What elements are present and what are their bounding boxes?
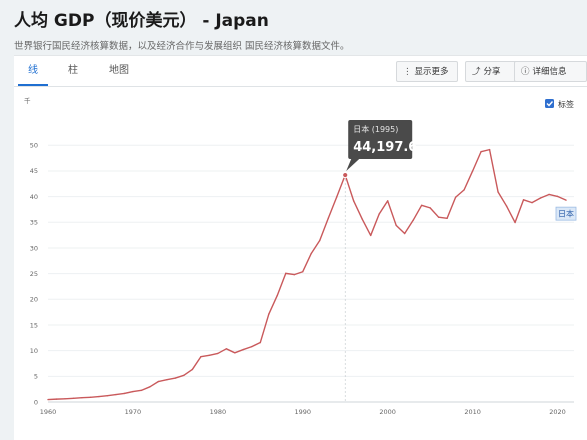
line-segment xyxy=(99,396,107,397)
labels-checkbox-label: 标签 xyxy=(558,99,574,109)
line-segment xyxy=(422,205,430,208)
line-segment xyxy=(413,205,421,220)
line-segment xyxy=(133,390,141,391)
line-segment xyxy=(73,398,81,399)
line-segment xyxy=(116,393,125,394)
line-segment xyxy=(243,347,251,350)
x-tick-label: 1970 xyxy=(125,408,142,416)
line-segment xyxy=(464,171,472,190)
tooltip-pointer xyxy=(346,159,359,171)
line-segment xyxy=(192,357,200,370)
page-subtitle: 世界银行国民经济核算数据，以及经济合作与发展组织 国民经济核算数据文件。 xyxy=(14,38,350,52)
line-segment xyxy=(277,273,285,295)
line-segment xyxy=(107,395,115,396)
line-segment xyxy=(337,175,345,197)
line-segment xyxy=(269,295,277,314)
line-segment xyxy=(507,206,515,222)
line-segment xyxy=(515,200,523,223)
line-segment xyxy=(447,197,456,218)
x-tick-label: 2000 xyxy=(379,408,396,416)
line-segment xyxy=(311,240,319,253)
y-tick-label: 35 xyxy=(30,219,38,227)
y-tick-label: 45 xyxy=(30,167,38,175)
line-segment xyxy=(260,314,268,342)
series-japan xyxy=(48,150,566,400)
line-segment xyxy=(430,208,438,217)
line-segment xyxy=(167,378,175,380)
series-end-label: 日本 xyxy=(556,207,576,220)
line-segment xyxy=(158,380,167,382)
line-segment xyxy=(481,150,489,152)
line-segment xyxy=(201,355,209,356)
line-segment xyxy=(362,219,370,235)
y-tick-label: 30 xyxy=(30,244,38,252)
y-tick-label: 15 xyxy=(30,321,38,329)
tooltip-title: 日本 (1995) xyxy=(353,124,398,134)
line-segment xyxy=(184,369,192,375)
line-segment xyxy=(124,392,132,394)
x-tick-label: 2020 xyxy=(549,408,566,416)
line-segment xyxy=(141,387,149,391)
line-segment xyxy=(379,201,387,214)
line-segment xyxy=(473,152,481,171)
line-segment xyxy=(354,201,363,219)
line-segment xyxy=(90,397,98,398)
y-tick-label: 0 xyxy=(34,398,38,406)
x-axis: 1960 1970 1980 1990 2000 2010 2020 xyxy=(40,402,574,416)
line-segment xyxy=(388,201,396,225)
y-tick-label: 20 xyxy=(30,296,38,304)
labels-toggle[interactable]: 标签 xyxy=(545,99,574,109)
line-segment xyxy=(252,343,260,347)
tooltip-point xyxy=(343,172,348,177)
y-tick-label: 25 xyxy=(30,270,38,278)
line-segment xyxy=(235,350,243,353)
y-unit-label: 千 xyxy=(24,96,31,105)
y-tick-label: 10 xyxy=(30,347,38,355)
tooltip-value: 44,197.6 xyxy=(353,140,417,155)
line-segment xyxy=(209,353,218,355)
y-tick-label: 5 xyxy=(34,373,38,381)
labels-checkbox[interactable] xyxy=(545,99,554,108)
line-segment xyxy=(320,218,328,240)
x-tick-label: 1980 xyxy=(210,408,227,416)
chart-grid xyxy=(48,145,574,402)
x-tick-label: 1960 xyxy=(40,408,57,416)
line-segment xyxy=(532,198,540,203)
y-tick-label: 50 xyxy=(30,142,38,150)
line-segment xyxy=(328,197,336,218)
y-tick-label: 40 xyxy=(30,193,38,201)
line-segment xyxy=(439,217,447,218)
x-tick-label: 1990 xyxy=(294,408,311,416)
x-tick-label: 2010 xyxy=(464,408,481,416)
line-segment xyxy=(524,200,532,203)
page-title: 人均 GDP（现价美元） - Japan xyxy=(14,6,269,31)
end-label-text: 日本 xyxy=(558,209,574,219)
line-segment xyxy=(498,192,506,206)
line-segment xyxy=(396,225,405,233)
y-axis: 0 5 10 15 20 25 30 35 40 45 50 xyxy=(30,142,38,407)
line-segment xyxy=(303,253,312,271)
line-segment xyxy=(150,382,158,387)
tooltip: 日本 (1995) 44,197.6 xyxy=(343,120,418,402)
line-segment xyxy=(371,214,379,235)
